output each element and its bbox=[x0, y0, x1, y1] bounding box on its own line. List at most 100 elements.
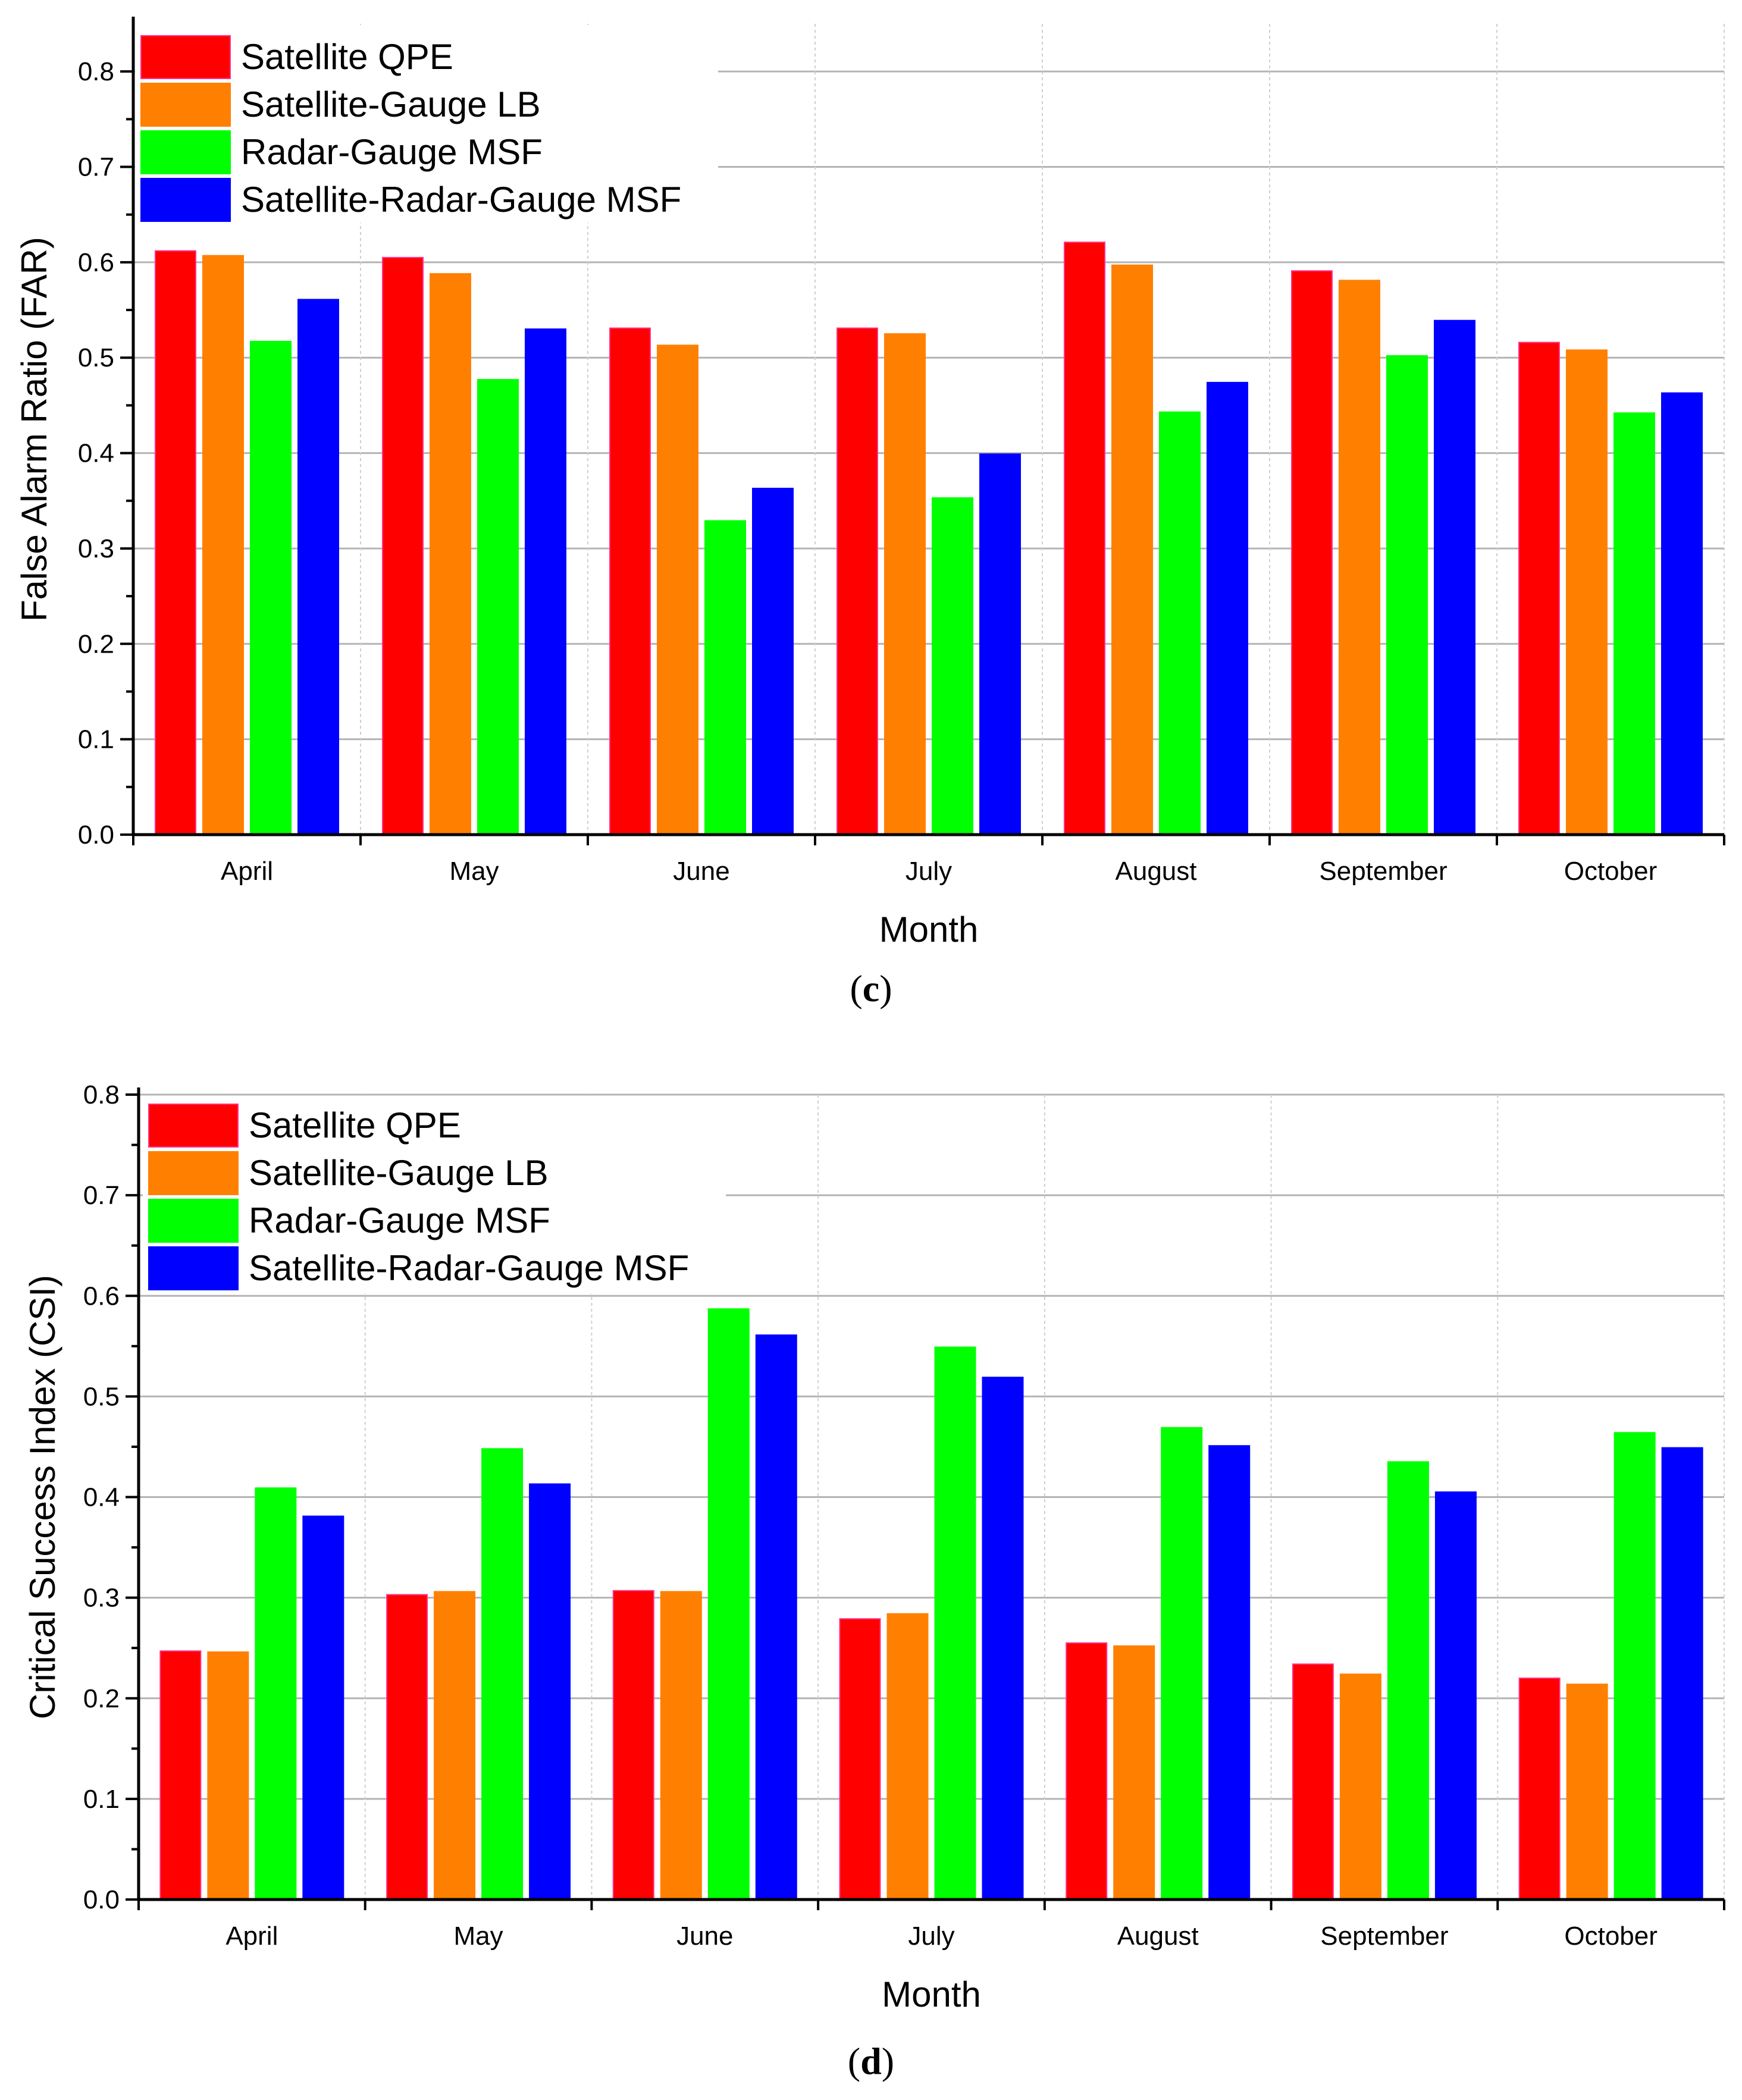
bar-may-satellite-qpe bbox=[382, 256, 424, 836]
x-tick-label-june: June bbox=[673, 857, 729, 886]
x-tick-label-june: June bbox=[676, 1922, 733, 1951]
bar-september-radar-gauge-msf bbox=[1387, 1461, 1429, 1900]
y-tick-label: 0.8 bbox=[83, 1080, 120, 1109]
x-axis-title: Month bbox=[882, 1974, 981, 2014]
y-tick-label: 0.6 bbox=[83, 1281, 120, 1311]
bar-august-satellite-gauge-lb bbox=[1113, 1645, 1155, 1900]
bar-june-satellite-radar-gauge-msf bbox=[752, 487, 794, 835]
bar-october-radar-gauge-msf bbox=[1613, 1432, 1656, 1900]
bar-october-satellite-gauge-lb bbox=[1566, 1684, 1608, 1900]
bar-august-satellite-radar-gauge-msf bbox=[1207, 381, 1248, 835]
bar-may-radar-gauge-msf bbox=[477, 379, 519, 835]
x-tick-label-may: May bbox=[449, 857, 499, 886]
y-tick-label: 0.2 bbox=[78, 629, 114, 659]
bar-june-satellite-gauge-lb bbox=[660, 1591, 702, 1900]
bar-may-satellite-gauge-lb bbox=[430, 273, 471, 835]
bar-may-radar-gauge-msf bbox=[481, 1448, 524, 1900]
bar-april-radar-gauge-msf bbox=[250, 340, 292, 835]
bar-august-satellite-qpe bbox=[1066, 1642, 1108, 1900]
y-tick-label: 0.1 bbox=[83, 1785, 120, 1814]
x-tick-label-april: April bbox=[225, 1922, 278, 1951]
far-chart: 0.0 0.1 0.2 0.3 0.4 0.5 0.6 0.7 0.8 April May June J… bbox=[14, 17, 1725, 949]
bar-july-satellite-radar-gauge-msf bbox=[979, 453, 1021, 835]
bar-july-satellite-qpe bbox=[839, 1618, 881, 1900]
bar-september-satellite-radar-gauge-msf bbox=[1434, 319, 1475, 835]
y-tick-label: 0.4 bbox=[78, 439, 114, 468]
bar-april-satellite-gauge-lb bbox=[202, 255, 244, 835]
legend-background bbox=[143, 1096, 726, 1293]
y-tick-label: 0.7 bbox=[78, 153, 114, 182]
bar-may-satellite-gauge-lb bbox=[434, 1591, 476, 1900]
bar-june-satellite-gauge-lb bbox=[657, 344, 698, 835]
bar-september-satellite-qpe bbox=[1292, 1663, 1334, 1901]
y-tick-label: 0.8 bbox=[78, 57, 114, 86]
bar-september-radar-gauge-msf bbox=[1386, 355, 1428, 835]
y-tick-label: 0.3 bbox=[83, 1584, 120, 1613]
legend-label-radar-gauge-msf: Radar-Gauge MSF bbox=[241, 132, 543, 172]
x-tick-label-july: July bbox=[908, 1922, 954, 1951]
bar-june-satellite-qpe bbox=[609, 327, 651, 835]
bar-august-radar-gauge-msf bbox=[1161, 1427, 1203, 1900]
legend-label-satellite-gauge-lb: Satellite-Gauge LB bbox=[249, 1153, 549, 1193]
legend-label-satellite-qpe: Satellite QPE bbox=[249, 1105, 461, 1145]
bar-october-satellite-gauge-lb bbox=[1566, 349, 1608, 835]
y-tick-label: 0.2 bbox=[83, 1684, 120, 1713]
y-axis-title: Critical Success Index (CSI) bbox=[23, 1275, 62, 1719]
caption-c: (c) bbox=[850, 967, 892, 1010]
x-tick-label-october: October bbox=[1564, 857, 1658, 886]
bar-may-satellite-qpe bbox=[386, 1594, 428, 1900]
bar-october-radar-gauge-msf bbox=[1613, 412, 1655, 835]
legend-swatch-satellite-radar-gauge-msf bbox=[148, 1246, 239, 1290]
bar-july-radar-gauge-msf bbox=[934, 1346, 976, 1900]
bar-october-satellite-radar-gauge-msf bbox=[1661, 392, 1703, 835]
legend-label-radar-gauge-msf: Radar-Gauge MSF bbox=[249, 1201, 550, 1240]
x-tick-label-august: August bbox=[1117, 1922, 1199, 1951]
bar-april-radar-gauge-msf bbox=[255, 1487, 297, 1900]
bar-april-satellite-qpe bbox=[159, 1650, 202, 1900]
bar-july-satellite-radar-gauge-msf bbox=[982, 1377, 1024, 1900]
bar-august-radar-gauge-msf bbox=[1159, 411, 1201, 835]
y-tick-label: 0.4 bbox=[83, 1483, 120, 1512]
x-tick-label-october: October bbox=[1564, 1922, 1658, 1951]
y-tick-label: 0.6 bbox=[78, 248, 114, 277]
legend-background bbox=[135, 25, 718, 222]
legend-swatch-satellite-qpe bbox=[148, 1104, 239, 1148]
legend-label-satellite-radar-gauge-msf: Satellite-Radar-Gauge MSF bbox=[249, 1248, 689, 1288]
legend-swatch-satellite-qpe bbox=[140, 35, 231, 79]
legend-swatch-radar-gauge-msf bbox=[140, 130, 231, 174]
bar-september-satellite-gauge-lb bbox=[1339, 280, 1380, 835]
legend-label-satellite-gauge-lb: Satellite-Gauge LB bbox=[241, 84, 541, 124]
legend-swatch-satellite-gauge-lb bbox=[148, 1151, 239, 1195]
x-tick-label-may: May bbox=[454, 1922, 503, 1951]
y-tick-label: 0.5 bbox=[83, 1382, 120, 1411]
bar-may-satellite-radar-gauge-msf bbox=[529, 1483, 571, 1900]
legend-swatch-satellite-radar-gauge-msf bbox=[140, 178, 231, 222]
bar-may-satellite-radar-gauge-msf bbox=[525, 328, 566, 835]
x-tick-label-july: July bbox=[906, 857, 952, 886]
legend-label-satellite-qpe: Satellite QPE bbox=[241, 37, 453, 77]
bar-august-satellite-gauge-lb bbox=[1111, 264, 1153, 835]
legend-swatch-satellite-gauge-lb bbox=[140, 83, 231, 127]
bar-september-satellite-qpe bbox=[1291, 270, 1333, 835]
legend-label-satellite-radar-gauge-msf: Satellite-Radar-Gauge MSF bbox=[241, 180, 681, 220]
x-tick-label-september: September bbox=[1320, 1922, 1448, 1951]
y-tick-label: 0.0 bbox=[83, 1885, 120, 1914]
bar-april-satellite-gauge-lb bbox=[207, 1651, 249, 1900]
x-tick-label-september: September bbox=[1319, 857, 1447, 886]
bar-april-satellite-qpe bbox=[155, 250, 196, 835]
caption-d: (d) bbox=[847, 2040, 895, 2082]
x-tick-label-august: August bbox=[1116, 857, 1197, 886]
y-tick-label: 0.1 bbox=[78, 725, 114, 754]
bar-april-satellite-radar-gauge-msf bbox=[297, 299, 339, 836]
bar-september-satellite-gauge-lb bbox=[1339, 1673, 1381, 1901]
x-axis-title: Month bbox=[879, 910, 979, 949]
bar-april-satellite-radar-gauge-msf bbox=[302, 1515, 344, 1900]
y-tick-label: 0.5 bbox=[78, 343, 114, 372]
y-axis-title: False Alarm Ratio (FAR) bbox=[14, 237, 54, 622]
bar-october-satellite-qpe bbox=[1518, 341, 1560, 835]
bar-june-satellite-qpe bbox=[612, 1590, 654, 1900]
bar-june-radar-gauge-msf bbox=[707, 1308, 750, 1900]
legend-swatch-radar-gauge-msf bbox=[148, 1199, 239, 1243]
bar-july-satellite-qpe bbox=[836, 327, 878, 835]
bar-august-satellite-radar-gauge-msf bbox=[1208, 1445, 1251, 1900]
